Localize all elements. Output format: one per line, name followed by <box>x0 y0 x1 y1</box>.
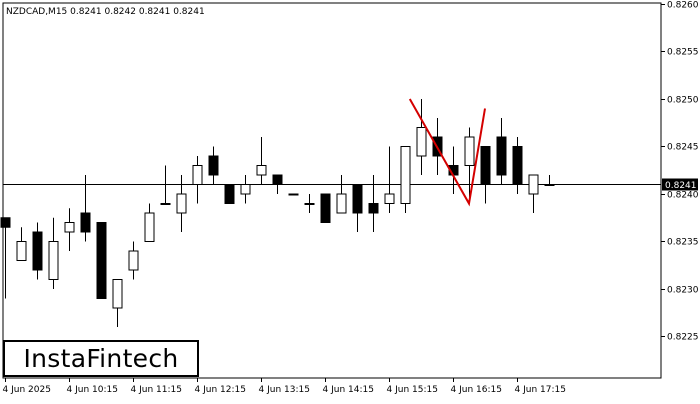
candle-body <box>192 165 203 185</box>
candle <box>272 174 283 194</box>
candle <box>528 174 539 213</box>
candle-body <box>336 193 347 214</box>
brand-logo-text: InstaFintech <box>23 344 179 373</box>
candle <box>352 184 363 232</box>
candle <box>128 241 139 280</box>
candle <box>304 194 315 213</box>
candle-body <box>368 203 379 214</box>
candle <box>192 156 203 204</box>
candle <box>240 175 251 204</box>
candle-body <box>480 146 491 185</box>
x-tick-label: 4 Jun 10:15 <box>67 385 118 395</box>
candle-body <box>464 136 475 166</box>
candle <box>368 175 379 232</box>
candle-body <box>0 217 11 228</box>
candle-body <box>16 241 27 261</box>
y-tick-label: 0.8235 <box>667 238 699 248</box>
candle-body <box>496 136 507 176</box>
candle <box>480 146 491 204</box>
y-tick-label: 0.8225 <box>667 333 699 343</box>
candle <box>288 193 299 196</box>
candle-body <box>320 193 331 223</box>
candle-body <box>288 193 299 196</box>
y-tick-label: 0.8260 <box>667 1 699 11</box>
pattern-line <box>408 98 486 207</box>
current-price-label: 0.8241 <box>662 178 698 191</box>
candle-body <box>64 222 75 233</box>
candle-body <box>272 174 283 185</box>
candle-body <box>352 184 363 214</box>
x-tick-label: 4 Jun 2025 <box>3 385 51 395</box>
candle-body <box>256 165 267 176</box>
candle-body <box>416 127 427 157</box>
y-tick-label: 0.8250 <box>667 96 699 106</box>
candle-body <box>144 212 155 242</box>
candle <box>96 222 107 299</box>
candle <box>384 146 395 213</box>
candle <box>64 208 75 251</box>
x-tick-label: 4 Jun 14:15 <box>323 385 374 395</box>
candle <box>112 279 123 327</box>
x-tick-label: 4 Jun 12:15 <box>195 385 246 395</box>
y-tick-label: 0.8240 <box>667 191 699 201</box>
candle <box>512 137 523 194</box>
candle-body <box>544 184 555 186</box>
candle <box>256 137 267 185</box>
candle-body <box>176 193 187 214</box>
x-tick-label: 4 Jun 13:15 <box>259 385 310 395</box>
x-tick-label: 4 Jun 16:15 <box>451 385 502 395</box>
candle <box>160 165 171 205</box>
candle-body <box>96 222 107 299</box>
candle <box>16 227 27 261</box>
x-tick-label: 4 Jun 15:15 <box>387 385 438 395</box>
brand-logo: InstaFintech <box>3 340 199 377</box>
candle <box>544 175 555 186</box>
y-tick-label: 0.8245 <box>667 143 699 153</box>
candle <box>32 222 43 280</box>
current-price-value: 0.8241 <box>665 181 697 191</box>
candle-body <box>528 174 539 195</box>
candle-body <box>512 146 523 185</box>
candle <box>0 217 11 299</box>
candle <box>144 203 155 242</box>
chart-header: NZDCAD,M15 0.8241 0.8242 0.8241 0.8241 <box>6 7 205 17</box>
candle-body <box>208 155 219 176</box>
candle-body <box>160 203 171 205</box>
plot-frame <box>2 2 662 379</box>
candle <box>336 175 347 214</box>
candle-body <box>128 250 139 271</box>
candle <box>464 127 475 204</box>
x-tick-label: 4 Jun 11:15 <box>131 385 182 395</box>
candle <box>80 175 91 242</box>
candle <box>208 146 219 185</box>
candle <box>496 118 507 185</box>
candle-body <box>80 212 91 233</box>
candle-body <box>240 184 251 195</box>
candle-body <box>384 193 395 204</box>
candle <box>416 99 427 175</box>
x-tick-label: 4 Jun 17:15 <box>515 385 566 395</box>
candle-body <box>32 231 43 271</box>
y-tick-label: 0.8255 <box>667 48 699 58</box>
candle <box>400 146 411 213</box>
y-tick-label: 0.8230 <box>667 286 699 296</box>
candle <box>48 217 59 289</box>
candle-body <box>400 146 411 204</box>
candle-body <box>48 241 59 280</box>
candle-body <box>112 279 123 309</box>
candle <box>224 184 235 204</box>
candle-body <box>224 184 235 204</box>
candle <box>176 175 187 232</box>
candle-body <box>304 203 315 205</box>
candle <box>320 193 331 223</box>
